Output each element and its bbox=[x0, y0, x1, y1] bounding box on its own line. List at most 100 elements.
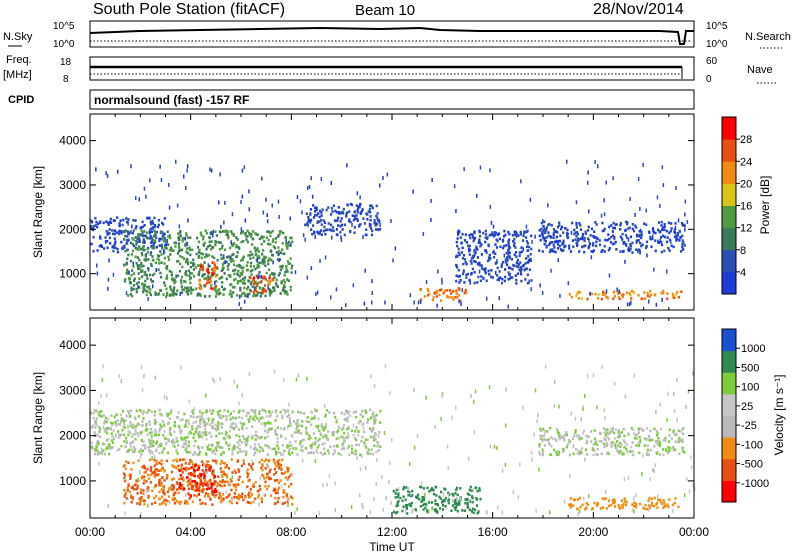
heatmap-cell bbox=[600, 250, 603, 253]
heatmap-cell bbox=[623, 441, 627, 444]
heatmap-cell bbox=[457, 247, 460, 251]
heatmap-cell bbox=[350, 444, 354, 447]
heatmap-cell bbox=[667, 440, 671, 443]
heatmap-cell bbox=[247, 411, 250, 415]
heatmap-cell bbox=[452, 494, 455, 497]
heatmap-cell bbox=[361, 415, 364, 418]
heatmap-cell bbox=[645, 427, 649, 430]
heatmap-cell bbox=[171, 478, 174, 481]
heatmap-cell bbox=[484, 271, 487, 275]
heatmap-cell bbox=[465, 291, 468, 295]
heatmap-cell bbox=[277, 246, 280, 249]
heatmap-cell bbox=[153, 272, 156, 276]
heatmap-cell bbox=[153, 414, 156, 417]
time-axis-labels: 00:00 04:00 08:00 12:00 16:00 20:00 00:00 bbox=[75, 525, 709, 539]
heatmap-cell bbox=[482, 268, 485, 271]
heatmap-cell bbox=[590, 440, 593, 443]
heatmap-cell bbox=[450, 509, 453, 512]
heatmap-cell bbox=[184, 462, 187, 465]
heatmap-cell bbox=[672, 392, 675, 396]
heatmap-cell bbox=[253, 276, 256, 280]
heatmap-cell bbox=[213, 379, 216, 384]
heatmap-cell bbox=[228, 483, 231, 487]
heatmap-cell bbox=[624, 499, 627, 503]
heatmap-cell bbox=[572, 504, 575, 507]
heatmap-cell bbox=[163, 395, 166, 400]
heatmap-cell bbox=[163, 250, 165, 255]
heatmap-cell bbox=[571, 239, 574, 242]
heatmap-cell bbox=[543, 242, 546, 246]
heatmap-cell bbox=[241, 492, 244, 496]
heatmap-cell bbox=[222, 497, 225, 500]
heatmap-cell bbox=[170, 484, 174, 487]
heatmap-cell bbox=[486, 510, 488, 515]
heatmap-cell bbox=[468, 508, 471, 512]
heatmap-cell bbox=[184, 280, 187, 283]
heatmap-cell bbox=[280, 468, 283, 471]
heatmap-cell bbox=[661, 226, 664, 229]
heatmap-cell bbox=[179, 234, 182, 237]
heatmap-cell bbox=[621, 451, 624, 456]
heatmap-cell bbox=[281, 248, 284, 251]
colorbar-tick-label: -1000 bbox=[741, 478, 769, 490]
heatmap-cell bbox=[232, 263, 236, 267]
heatmap-cell bbox=[574, 416, 577, 421]
heatmap-cell bbox=[580, 437, 583, 440]
heatmap-cell bbox=[681, 438, 684, 442]
heatmap-cell bbox=[467, 244, 470, 248]
heatmap-cell bbox=[280, 281, 283, 284]
heatmap-cell bbox=[210, 483, 213, 487]
heatmap-cell bbox=[211, 469, 214, 473]
heatmap-cell bbox=[468, 488, 471, 492]
heatmap-cell bbox=[159, 250, 162, 253]
heatmap-cell bbox=[250, 408, 253, 412]
heatmap-cell bbox=[645, 240, 649, 244]
heatmap-cell bbox=[175, 466, 178, 470]
heatmap-cell bbox=[201, 473, 204, 476]
heatmap-cell bbox=[147, 446, 150, 449]
heatmap-cell bbox=[466, 272, 470, 276]
heatmap-cell bbox=[238, 409, 241, 413]
heatmap-cell bbox=[229, 478, 232, 481]
heatmap-cell bbox=[203, 478, 206, 481]
heatmap-cell bbox=[430, 487, 433, 490]
heatmap-cell bbox=[290, 482, 293, 486]
heatmap-cell bbox=[108, 258, 110, 263]
heatmap-cell bbox=[267, 427, 271, 430]
heatmap-cell bbox=[339, 230, 342, 234]
heatmap-cell bbox=[148, 423, 151, 426]
heatmap-cell bbox=[123, 426, 126, 429]
heatmap-cell bbox=[278, 230, 281, 233]
heatmap-cell bbox=[478, 269, 481, 274]
heatmap-cell bbox=[125, 436, 128, 440]
heatmap-cell bbox=[362, 217, 365, 220]
heatmap-cell bbox=[191, 424, 194, 428]
heatmap-cell bbox=[596, 447, 599, 451]
heatmap-cell bbox=[214, 488, 217, 491]
heatmap-cell bbox=[246, 472, 250, 476]
heatmap-cell bbox=[259, 488, 262, 491]
heatmap-cell bbox=[117, 422, 120, 426]
heatmap-cell bbox=[184, 271, 187, 275]
heatmap-cell bbox=[552, 231, 555, 235]
heatmap-cell bbox=[201, 483, 204, 486]
heatmap-cell bbox=[203, 476, 206, 479]
heatmap-cell bbox=[134, 417, 137, 420]
heatmap-cell bbox=[192, 264, 195, 267]
heatmap-cell bbox=[190, 483, 193, 487]
heatmap-cell bbox=[558, 433, 561, 437]
heatmap-cell bbox=[189, 415, 192, 418]
heatmap-cell bbox=[243, 299, 246, 304]
heatmap-cell bbox=[611, 242, 614, 246]
heatmap-cell bbox=[271, 240, 274, 243]
heatmap-cell bbox=[549, 248, 552, 252]
heatmap-cell bbox=[260, 416, 264, 419]
heatmap-cell bbox=[285, 265, 288, 268]
heatmap-cell bbox=[286, 410, 289, 413]
heatmap-cell bbox=[242, 422, 245, 426]
heatmap-cell bbox=[187, 292, 190, 296]
heatmap-cell bbox=[603, 212, 606, 217]
heatmap-cell bbox=[154, 261, 157, 265]
heatmap-cell bbox=[123, 474, 127, 477]
heatmap-cell bbox=[461, 232, 464, 236]
